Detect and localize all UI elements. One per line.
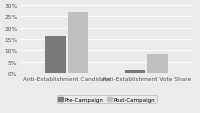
Bar — [68, 13, 88, 73]
Bar — [125, 70, 145, 73]
Bar — [45, 36, 66, 73]
Legend: Pre-Campaign, Post-Campaign: Pre-Campaign, Post-Campaign — [57, 95, 157, 103]
Bar — [147, 54, 168, 73]
